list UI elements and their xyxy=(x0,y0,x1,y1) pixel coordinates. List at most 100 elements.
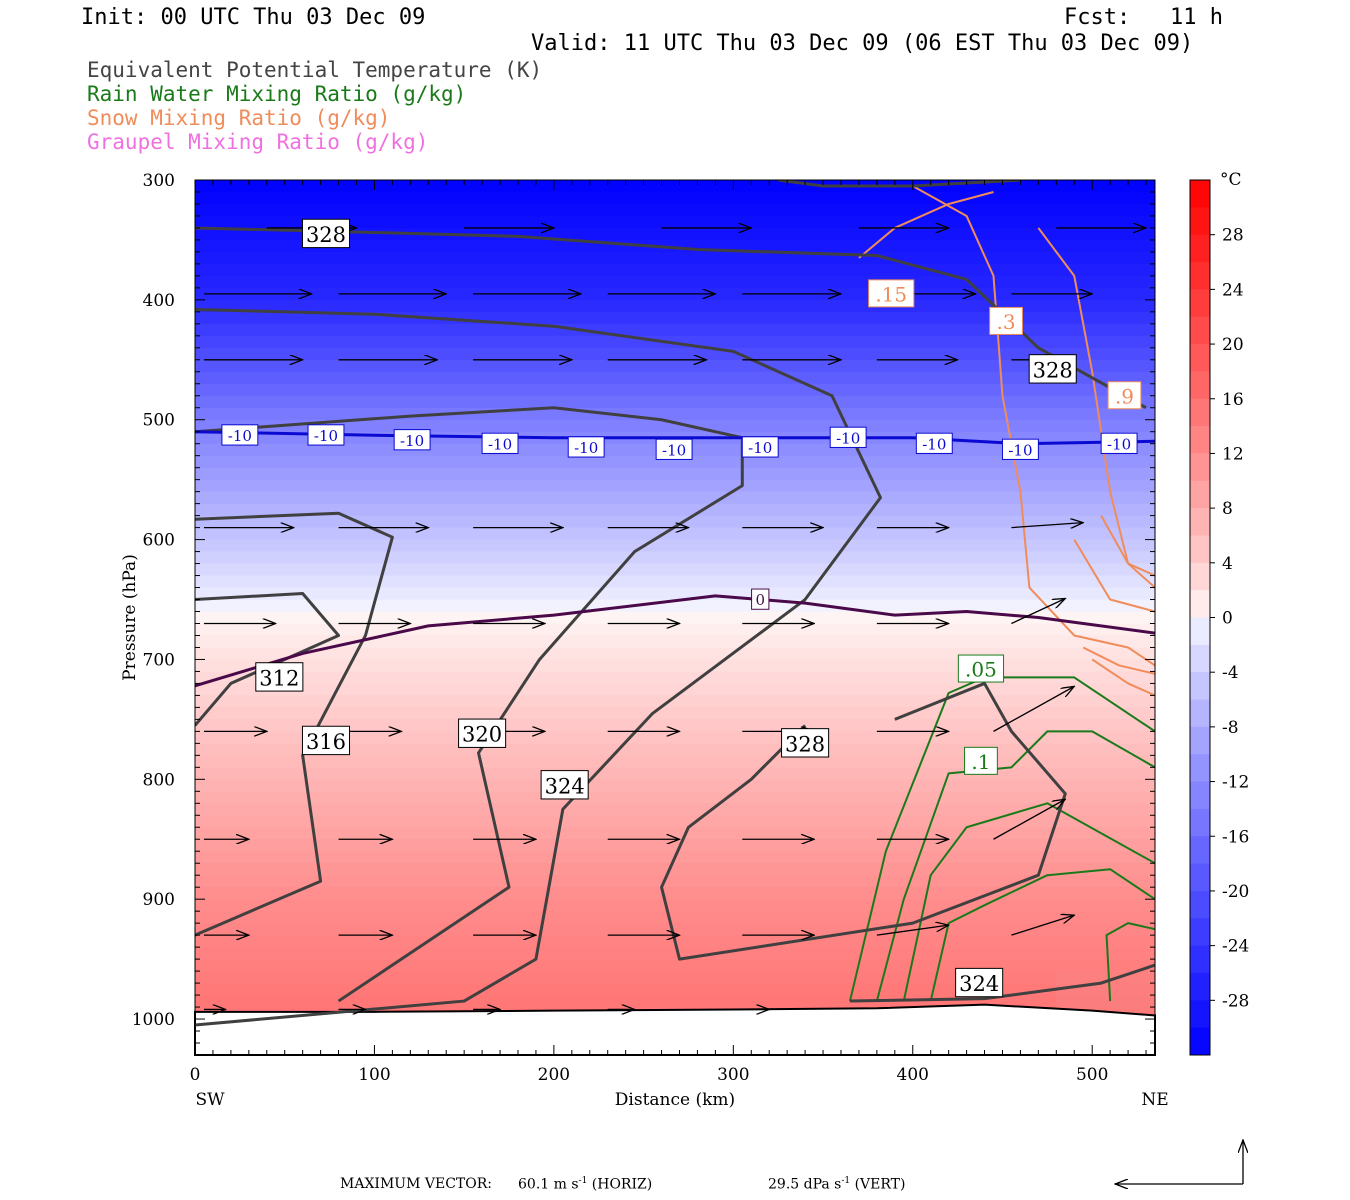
temperature-band xyxy=(195,515,1155,529)
plot-frame xyxy=(194,179,1156,1056)
temperature-band xyxy=(195,875,1155,888)
legend-graupel: Graupel Mixing Ratio (g/kg) xyxy=(87,130,429,154)
theta-e-label: 324 xyxy=(545,774,585,798)
snow-contour xyxy=(1091,658,1155,697)
colorbar-label: -20 xyxy=(1222,882,1249,902)
colorbar-label: -4 xyxy=(1222,663,1239,683)
snow-label-box xyxy=(989,306,1023,335)
theta-e-label-box xyxy=(1028,354,1077,384)
theta-e-label-box xyxy=(540,770,589,800)
temperature-band xyxy=(195,839,1155,852)
colorbar-swatch xyxy=(1190,590,1210,618)
wind-vector xyxy=(1011,598,1065,625)
temperature-band xyxy=(195,659,1155,673)
colorbar-swatch xyxy=(1190,535,1210,564)
temperature-band xyxy=(195,551,1155,565)
isotherm-label: -10 xyxy=(488,435,512,453)
theta-e-contour xyxy=(660,681,1067,961)
colorbar-label: 24 xyxy=(1222,280,1244,300)
isotherm-label-box xyxy=(751,588,770,610)
colorbar-swatch xyxy=(1190,508,1210,536)
temperature-band xyxy=(195,383,1155,397)
y-tick-label: 500 xyxy=(143,411,175,431)
temperature-band xyxy=(195,227,1155,241)
temperature-band xyxy=(195,743,1155,756)
temperature-band xyxy=(195,791,1155,804)
y-tick-label: 900 xyxy=(143,890,175,910)
isotherm-label: -10 xyxy=(400,432,424,450)
x-end-label-sw: SW xyxy=(195,1090,225,1110)
x-tick-label: 400 xyxy=(897,1065,929,1085)
theta-e-label-box xyxy=(955,967,1004,998)
colorbar-swatch xyxy=(1190,863,1210,892)
colorbar-swatch xyxy=(1190,398,1210,427)
colorbar-swatch xyxy=(1190,480,1210,509)
theta-e-label: 328 xyxy=(1033,358,1073,382)
temperature-band xyxy=(195,947,1155,960)
isotherm-label-box xyxy=(307,424,345,446)
temperature-band xyxy=(195,911,1155,924)
theta-e-label-box xyxy=(301,218,351,249)
colorbar-swatch xyxy=(1190,972,1210,1001)
temperature-band xyxy=(195,671,1155,685)
temperature-band xyxy=(195,563,1155,577)
temperature-band xyxy=(195,863,1155,876)
temperature-band xyxy=(195,455,1155,469)
y-tick-label: 700 xyxy=(143,650,175,670)
theta-e-label: 328 xyxy=(785,732,825,756)
colorbar-swatch xyxy=(1190,207,1210,236)
legend-theta-e: Equivalent Potential Temperature (K) xyxy=(87,58,543,82)
theta-e-label-box xyxy=(458,718,507,748)
rain-label: .1 xyxy=(971,750,990,774)
theta-e-contour xyxy=(195,226,1147,410)
temperature-band xyxy=(195,575,1155,589)
isotherm-label: -10 xyxy=(662,441,686,459)
temperature-band xyxy=(195,323,1155,337)
wind-vector xyxy=(1011,523,1083,528)
colorbar-label: 20 xyxy=(1222,335,1244,355)
init-time: Init: 00 UTC Thu 03 Dec 09 xyxy=(81,5,426,30)
isotherm-label-box xyxy=(1001,438,1039,460)
colorbar-swatch xyxy=(1190,781,1210,810)
snow-contour xyxy=(912,185,1155,667)
theta-e-label-box xyxy=(301,725,351,756)
theta-e-label: 324 xyxy=(959,972,999,996)
x-tick-label: 300 xyxy=(717,1065,749,1085)
wind-vector xyxy=(993,686,1075,732)
temperature-band xyxy=(195,180,1155,193)
rain-contour xyxy=(929,868,1155,1002)
colorbar-label: 28 xyxy=(1222,226,1244,246)
temperature-band xyxy=(195,887,1155,900)
temperature-band xyxy=(1056,971,1155,1014)
temperature-band xyxy=(195,491,1155,505)
snow-contour xyxy=(1082,646,1155,675)
colorbar-swatch xyxy=(1190,180,1210,208)
colorbar-label: 16 xyxy=(1222,390,1244,410)
temperature-band xyxy=(195,647,1155,661)
temperature-band xyxy=(195,899,1155,912)
legend-rain: Rain Water Mixing Ratio (g/kg) xyxy=(87,82,467,106)
x-end-label-ne: NE xyxy=(1141,1090,1168,1110)
wind-vector xyxy=(876,925,949,936)
theta-e-label: 328 xyxy=(306,223,346,247)
colorbar-swatch xyxy=(1190,234,1210,263)
temperature-band xyxy=(195,299,1155,313)
isotherm-label-box xyxy=(221,424,259,446)
temperature-band xyxy=(195,191,1155,205)
isotherm-label: -10 xyxy=(1008,441,1032,459)
snow-label: .15 xyxy=(875,282,907,306)
theta-e-contour xyxy=(195,592,341,727)
snow-label-box xyxy=(1107,381,1142,410)
temperature-band xyxy=(195,755,1155,768)
isotherm-label: -10 xyxy=(836,429,860,447)
legend-snow: Snow Mixing Ratio (g/kg) xyxy=(87,106,391,130)
temperature-band xyxy=(195,707,1155,720)
y-tick-label: 300 xyxy=(143,171,175,191)
rain-contour xyxy=(902,802,1155,1002)
temperature-band xyxy=(195,959,1155,972)
temperature-band xyxy=(195,695,1155,708)
rain-label-box xyxy=(957,654,1005,683)
temperature-band xyxy=(195,251,1155,265)
snow-contour xyxy=(1037,227,1155,589)
